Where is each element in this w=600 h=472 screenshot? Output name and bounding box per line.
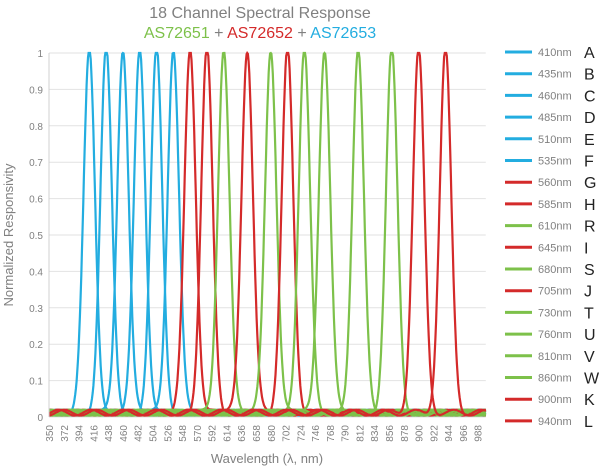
y-tick-label: 0 <box>37 413 43 424</box>
x-tick-label: 702 <box>282 425 293 442</box>
legend-label: 705nm <box>538 286 572 298</box>
legend-letter: B <box>584 67 595 84</box>
legend-letter: R <box>584 219 596 236</box>
legend-letter: J <box>584 284 592 301</box>
legend-label: 435nm <box>538 69 572 81</box>
legend-label: 410nm <box>538 47 572 59</box>
x-tick-label: 394 <box>75 425 86 442</box>
x-tick-label: 570 <box>193 425 204 442</box>
y-tick-label: 0.8 <box>29 122 43 133</box>
x-tick-label: 504 <box>148 425 159 442</box>
x-tick-label: 482 <box>134 425 145 442</box>
series-line-w <box>48 51 487 417</box>
legend-label: 460nm <box>538 90 572 102</box>
y-tick-label: 0.3 <box>29 304 43 315</box>
x-tick-label: 680 <box>267 425 278 442</box>
series-line-s <box>48 51 486 417</box>
series-line-l <box>48 51 487 417</box>
legend-letter: L <box>584 414 593 431</box>
legend-letter: W <box>584 371 600 388</box>
x-tick-label: 636 <box>237 425 248 442</box>
x-tick-label: 614 <box>222 425 233 442</box>
legend-label: 810nm <box>538 351 572 363</box>
legend-label: 900nm <box>538 394 572 406</box>
legend-label: 535nm <box>538 156 572 168</box>
legend-letter: H <box>584 197 596 214</box>
y-tick-label: 1 <box>37 49 43 60</box>
y-axis-label: Normalized Responsivity <box>1 163 16 307</box>
legend-letter: G <box>584 175 596 192</box>
x-tick-label: 812 <box>355 425 366 442</box>
x-tick-label: 790 <box>341 425 352 442</box>
chart-title: 18 Channel Spectral Response <box>149 5 371 22</box>
x-tick-label: 416 <box>89 425 100 442</box>
chart-subtitle: AS72651 + AS72652 + AS72653 <box>144 25 376 42</box>
x-tick-label: 922 <box>429 425 440 442</box>
legend-label: 645nm <box>538 242 572 254</box>
legend-letter: A <box>584 45 595 62</box>
x-tick-label: 856 <box>385 425 396 442</box>
legend-letter: I <box>584 240 588 257</box>
x-tick-label: 834 <box>370 425 381 442</box>
legend-label: 610nm <box>538 221 572 233</box>
x-axis-label: Wavelength (λ, nm) <box>211 451 323 466</box>
y-tick-label: 0.4 <box>29 267 43 278</box>
legend-letter: T <box>584 305 594 322</box>
legend-label: 730nm <box>538 307 572 319</box>
legend-label: 860nm <box>538 373 572 385</box>
legend-label: 485nm <box>538 112 572 124</box>
x-tick-label: 746 <box>311 425 322 442</box>
subtitle-plus: + <box>210 25 227 42</box>
y-tick-label: 0.5 <box>29 231 43 242</box>
legend-letter: S <box>584 262 595 279</box>
x-tick-label: 966 <box>459 425 470 442</box>
subtitle-part-as72652: AS72652 <box>227 25 293 42</box>
x-tick-label: 460 <box>119 425 130 442</box>
legend-label: 510nm <box>538 134 572 146</box>
subtitle-part-as72653: AS72653 <box>310 25 376 42</box>
subtitle-plus: + <box>293 25 310 42</box>
x-tick-label: 592 <box>208 425 219 442</box>
y-tick-label: 0.9 <box>29 85 43 96</box>
x-tick-label: 526 <box>163 425 174 442</box>
legend-letter: V <box>584 349 595 366</box>
y-tick-label: 0.6 <box>29 195 43 206</box>
legend-letter: E <box>584 132 595 149</box>
y-tick-label: 0.1 <box>29 377 43 388</box>
legend-letter: U <box>584 327 596 344</box>
y-tick-label: 0.7 <box>29 158 43 169</box>
x-tick-label: 658 <box>252 425 263 442</box>
series-line-k <box>48 51 486 417</box>
x-tick-label: 900 <box>415 425 426 442</box>
x-tick-label: 724 <box>296 425 307 442</box>
x-tick-label: 944 <box>444 425 455 442</box>
x-tick-label: 988 <box>474 425 485 442</box>
x-tick-label: 372 <box>60 425 71 442</box>
x-tick-label: 438 <box>104 425 115 442</box>
legend-label: 585nm <box>538 199 572 211</box>
legend-letter: C <box>584 88 596 105</box>
legend-label: 760nm <box>538 329 572 341</box>
x-tick-label: 350 <box>45 425 56 442</box>
x-tick-label: 768 <box>326 425 337 442</box>
legend-label: 560nm <box>538 177 572 189</box>
legend-letter: D <box>584 110 596 127</box>
legend-letter: F <box>584 154 594 171</box>
legend-label: 940nm <box>538 416 572 428</box>
legend-letter: K <box>584 392 595 409</box>
legend-label: 680nm <box>538 264 572 276</box>
y-tick-label: 0.2 <box>29 340 43 351</box>
subtitle-part-as72651: AS72651 <box>144 25 210 42</box>
x-tick-label: 878 <box>400 425 411 442</box>
x-tick-label: 548 <box>178 425 189 442</box>
